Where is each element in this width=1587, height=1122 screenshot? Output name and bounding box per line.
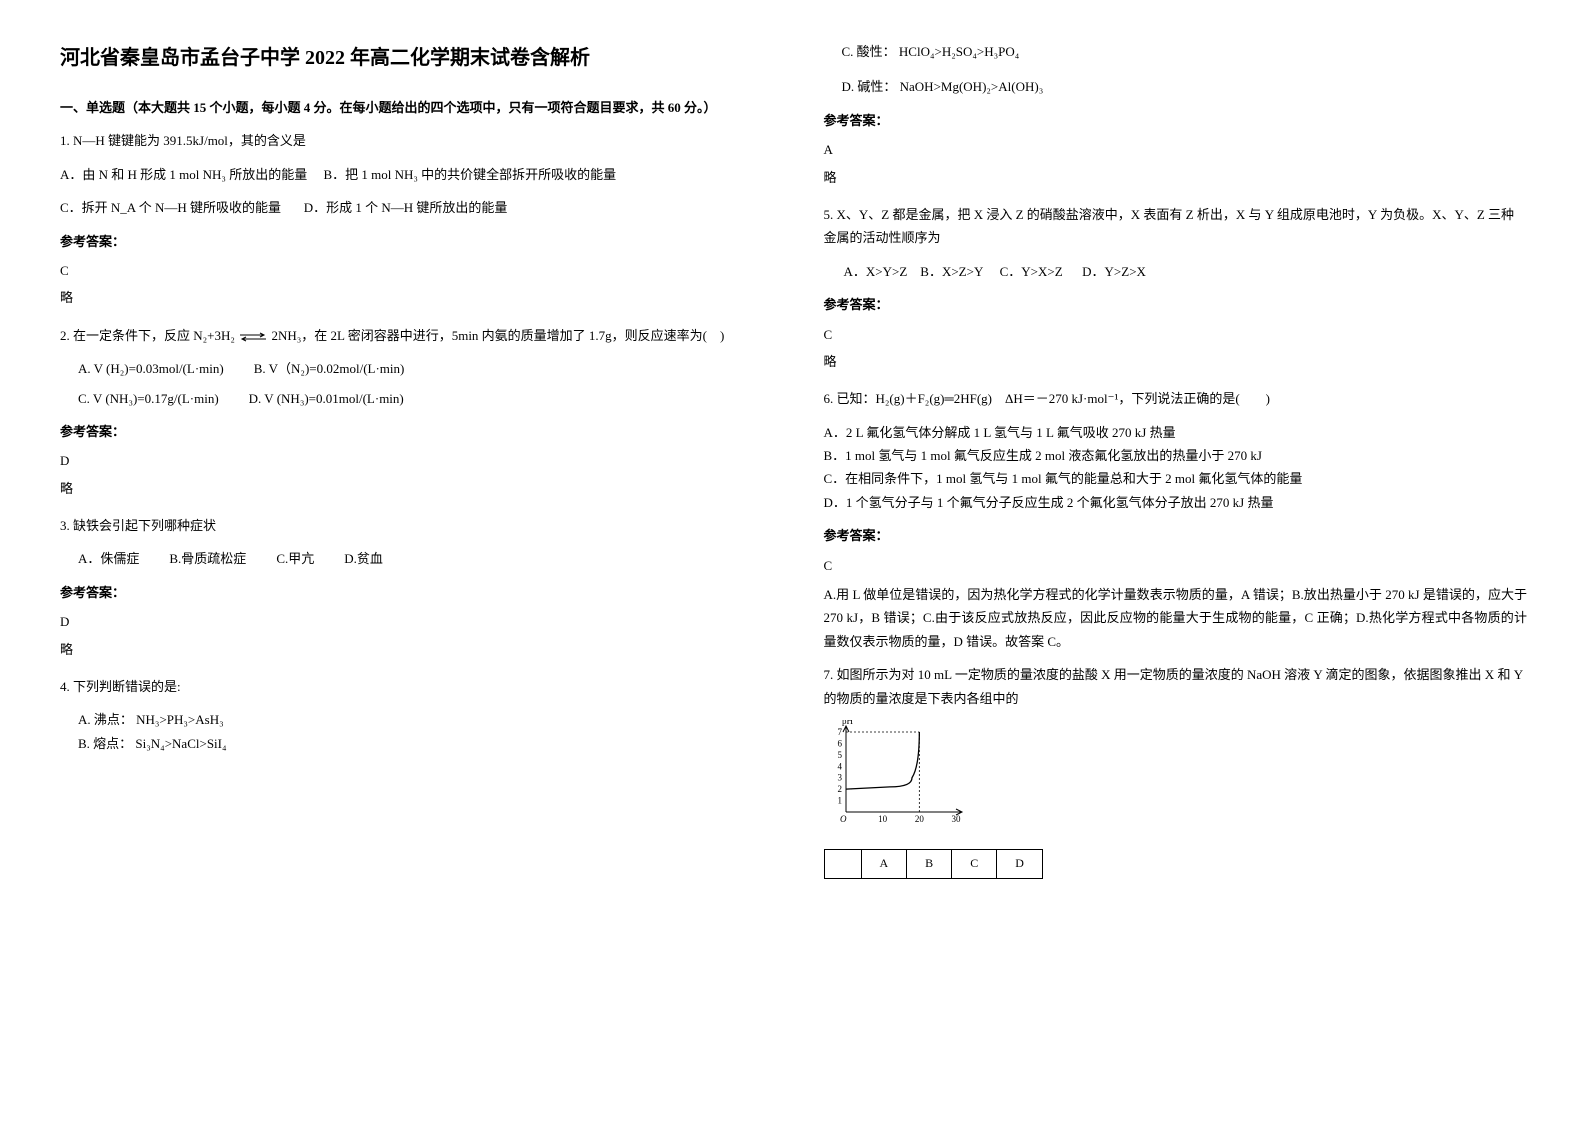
q6-stem: 6. 已知：H₂(g)＋F₂(g)═2HF(g) ΔH＝－270 kJ·mol⁻… bbox=[824, 387, 1528, 410]
table-cell: D bbox=[997, 850, 1043, 879]
q5-opt-c: C．Y>X>Z bbox=[1000, 264, 1063, 279]
q4-opt-b-formula: Si₃N₄>NaCl>SiI₄ bbox=[135, 736, 226, 751]
page-title: 河北省秦皇岛市孟台子中学 2022 年高二化学期末试卷含解析 bbox=[60, 40, 764, 76]
svg-text:20: 20 bbox=[914, 814, 924, 824]
question-3: 3. 缺铁会引起下列哪种症状 bbox=[60, 514, 764, 537]
q4-opt-b-label: B. 熔点： bbox=[78, 736, 132, 751]
q1-stem: 1. N—H 键键能为 391.5kJ/mol，其的含义是 bbox=[60, 129, 764, 152]
svg-text:2: 2 bbox=[837, 784, 842, 794]
table-cell: A bbox=[861, 850, 907, 879]
q2-opt-a: A. V (H₂)=0.03mol/(L·min) bbox=[78, 357, 224, 380]
q4-opt-d-formula: NaOH>Mg(OH)₂>Al(OH)₃ bbox=[900, 79, 1044, 94]
left-column: 河北省秦皇岛市孟台子中学 2022 年高二化学期末试卷含解析 一、单选题（本大题… bbox=[60, 40, 764, 891]
svg-text:3: 3 bbox=[837, 773, 842, 783]
table-cell bbox=[824, 850, 861, 879]
q4-opt-d-label: D. 碱性： bbox=[842, 79, 897, 94]
q3-stem: 3. 缺铁会引起下列哪种症状 bbox=[60, 514, 764, 537]
chart-svg: pH1234567O102030V[Y(aq)]/mL bbox=[824, 720, 964, 830]
table-cell: C bbox=[952, 850, 997, 879]
q4-opt-b-row: B. 熔点： Si₃N₄>NaCl>SiI₄ bbox=[78, 732, 764, 755]
titration-chart: pH1234567O102030V[Y(aq)]/mL bbox=[824, 720, 1528, 837]
svg-text:O: O bbox=[840, 814, 847, 824]
q1-answer: C bbox=[60, 259, 764, 282]
q3-answer-label: 参考答案： bbox=[60, 581, 764, 604]
svg-text:6: 6 bbox=[837, 738, 842, 748]
q6-answer-label: 参考答案： bbox=[824, 524, 1528, 547]
q5-answer-label: 参考答案： bbox=[824, 293, 1528, 316]
q1-opt-d: D．形成 1 个 N—H 键所放出的能量 bbox=[304, 200, 508, 215]
q5-answer: C bbox=[824, 323, 1528, 346]
q7-stem: 7. 如图所示为对 10 mL 一定物质的量浓度的盐酸 X 用一定物质的量浓度的… bbox=[824, 663, 1528, 710]
right-column: C. 酸性： HClO₄>H₂SO₄>H₃PO₄ D. 碱性： NaOH>Mg(… bbox=[824, 40, 1528, 891]
table-row: A B C D bbox=[824, 850, 1042, 879]
question-6: 6. 已知：H₂(g)＋F₂(g)═2HF(g) ΔH＝－270 kJ·mol⁻… bbox=[824, 387, 1528, 410]
q4-opt-c-formula: HClO₄>H₂SO₄>H₃PO₄ bbox=[899, 44, 1019, 59]
q1-opt-b: B．把 1 mol NH₃ 中的共价键全部拆开所吸收的能量 bbox=[323, 167, 616, 182]
q4-opt-d-row: D. 碱性： NaOH>Mg(OH)₂>Al(OH)₃ bbox=[842, 75, 1528, 98]
svg-text:1: 1 bbox=[837, 796, 842, 806]
question-7: 7. 如图所示为对 10 mL 一定物质的量浓度的盐酸 X 用一定物质的量浓度的… bbox=[824, 663, 1528, 710]
q3-opt-b: B.骨质疏松症 bbox=[169, 547, 246, 570]
q4-answer: A bbox=[824, 138, 1528, 161]
question-1: 1. N—H 键键能为 391.5kJ/mol，其的含义是 bbox=[60, 129, 764, 152]
q2-stem-b: 2NH₃，在 2L 密闭容器中进行，5min 内氨的质量增加了 1.7g，则反应… bbox=[271, 328, 724, 343]
q3-opt-a: A．侏儒症 bbox=[78, 547, 139, 570]
q2-answer: D bbox=[60, 449, 764, 472]
q7-table: A B C D bbox=[824, 849, 1043, 879]
equilibrium-arrow-icon bbox=[238, 332, 268, 342]
q3-opt-d: D.贫血 bbox=[344, 547, 383, 570]
q1-options-row1: A．由 N 和 H 形成 1 mol NH₃ 所放出的能量 B．把 1 mol … bbox=[60, 163, 764, 186]
q5-opt-d: D．Y>Z>X bbox=[1082, 264, 1146, 279]
svg-text:7: 7 bbox=[837, 727, 842, 737]
q6-answer: C bbox=[824, 554, 1528, 577]
table-cell: B bbox=[907, 850, 952, 879]
q4-opt-a-row: A. 沸点： NH₃>PH₃>AsH₃ bbox=[78, 708, 764, 731]
svg-text:pH: pH bbox=[842, 720, 854, 726]
q5-opt-b: B．X>Z>Y bbox=[920, 264, 983, 279]
q5-opt-a: A．X>Y>Z bbox=[844, 264, 908, 279]
q2-stem-a: 2. 在一定条件下，反应 N₂+3H₂ bbox=[60, 328, 235, 343]
q6-explain: A.用 L 做单位是错误的，因为热化学方程式的化学计量数表示物质的量，A 错误；… bbox=[824, 583, 1528, 653]
q4-opt-c-label: C. 酸性： bbox=[842, 44, 896, 59]
svg-text:5: 5 bbox=[837, 750, 842, 760]
section-heading: 一、单选题（本大题共 15 个小题，每小题 4 分。在每小题给出的四个选项中，只… bbox=[60, 96, 764, 119]
question-5: 5. X、Y、Z 都是金属，把 X 浸入 Z 的硝酸盐溶液中，X 表面有 Z 析… bbox=[824, 203, 1528, 250]
q4-stem: 4. 下列判断错误的是: bbox=[60, 675, 764, 698]
q1-opt-a: A．由 N 和 H 形成 1 mol NH₃ 所放出的能量 bbox=[60, 167, 307, 182]
q5-options: A．X>Y>Z B．X>Z>Y C．Y>X>Z D．Y>Z>X bbox=[844, 260, 1528, 283]
q6-opt-d: D．1 个氢气分子与 1 个氟气分子反应生成 2 个氟化氢气体分子放出 270 … bbox=[824, 491, 1528, 514]
q2-answer-label: 参考答案： bbox=[60, 420, 764, 443]
q2-opt-d: D. V (NH₃)=0.01mol/(L·min) bbox=[249, 387, 404, 410]
q3-opt-c: C.甲亢 bbox=[276, 547, 314, 570]
q1-explain: 略 bbox=[60, 286, 764, 309]
q3-explain: 略 bbox=[60, 638, 764, 661]
q2-opt-b: B. V（N₂)=0.02mol/(L·min) bbox=[254, 357, 405, 380]
q1-opt-c: C．拆开 N_A 个 N—H 键所吸收的能量 bbox=[60, 200, 281, 215]
q4-explain: 略 bbox=[824, 166, 1528, 189]
question-4: 4. 下列判断错误的是: bbox=[60, 675, 764, 698]
q4-opt-a-formula: NH₃>PH₃>AsH₃ bbox=[136, 712, 224, 727]
q3-options: A．侏儒症 B.骨质疏松症 C.甲亢 D.贫血 bbox=[78, 547, 764, 570]
q4-opt-a-label: A. 沸点： bbox=[78, 712, 133, 727]
q4-answer-label: 参考答案： bbox=[824, 109, 1528, 132]
svg-text:10: 10 bbox=[878, 814, 888, 824]
q2-options: A. V (H₂)=0.03mol/(L·min) B. V（N₂)=0.02m… bbox=[78, 357, 764, 410]
q6-opt-b: B．1 mol 氢气与 1 mol 氟气反应生成 2 mol 液态氟化氢放出的热… bbox=[824, 444, 1528, 467]
q1-answer-label: 参考答案： bbox=[60, 230, 764, 253]
svg-text:4: 4 bbox=[837, 761, 842, 771]
q4-opt-c-row: C. 酸性： HClO₄>H₂SO₄>H₃PO₄ bbox=[842, 40, 1528, 63]
q2-opt-c: C. V (NH₃)=0.17g/(L·min) bbox=[78, 387, 219, 410]
svg-text:30: 30 bbox=[951, 814, 961, 824]
q6-opt-a: A．2 L 氟化氢气体分解成 1 L 氢气与 1 L 氟气吸收 270 kJ 热… bbox=[824, 421, 1528, 444]
question-2: 2. 在一定条件下，反应 N₂+3H₂ 2NH₃，在 2L 密闭容器中进行，5m… bbox=[60, 324, 764, 347]
q6-opt-c: C．在相同条件下，1 mol 氢气与 1 mol 氟气的能量总和大于 2 mol… bbox=[824, 467, 1528, 490]
q2-explain: 略 bbox=[60, 477, 764, 500]
q3-answer: D bbox=[60, 610, 764, 633]
q1-options-row2: C．拆开 N_A 个 N—H 键所吸收的能量 D．形成 1 个 N—H 键所放出… bbox=[60, 196, 764, 219]
q5-explain: 略 bbox=[824, 350, 1528, 373]
q5-stem: 5. X、Y、Z 都是金属，把 X 浸入 Z 的硝酸盐溶液中，X 表面有 Z 析… bbox=[824, 203, 1528, 250]
